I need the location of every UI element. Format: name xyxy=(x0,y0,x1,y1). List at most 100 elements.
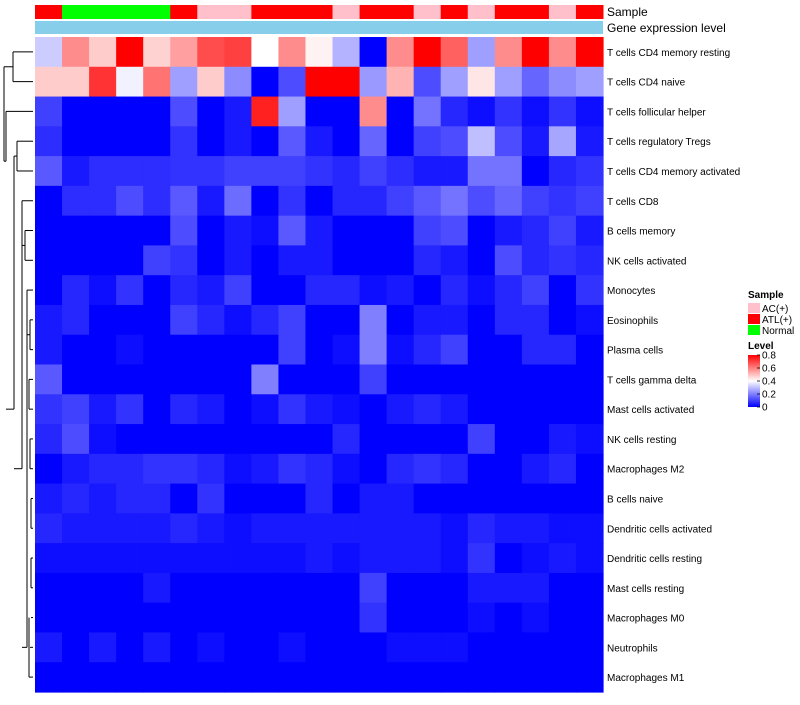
heatmap-cell xyxy=(278,632,307,663)
row-label: NK cells resting xyxy=(607,435,676,446)
heatmap-cell xyxy=(224,245,252,276)
heatmap-cell xyxy=(440,126,469,157)
heatmap-cell xyxy=(386,543,415,574)
heatmap-cell xyxy=(197,156,225,187)
sample-annotation-cell xyxy=(35,5,63,19)
heatmap-cell xyxy=(278,66,307,98)
heatmap-cell xyxy=(359,662,388,693)
legend-level-ticks: 0.8 0.6 0.4 0.2 0 xyxy=(757,351,776,414)
legend-swatch xyxy=(748,325,760,335)
heatmap-cell xyxy=(35,453,63,485)
row-label: B cells memory xyxy=(607,227,675,238)
heatmap-cell xyxy=(62,126,90,157)
heatmap-cell xyxy=(575,126,604,157)
heatmap-cell xyxy=(413,572,442,604)
heatmap-cell xyxy=(359,275,388,306)
heatmap-cell xyxy=(521,96,550,127)
heatmap-cell xyxy=(440,334,469,366)
heatmap-cell xyxy=(467,632,496,663)
heatmap-cell xyxy=(386,513,415,544)
heatmap-cell xyxy=(494,572,523,604)
heatmap-cell xyxy=(35,662,63,693)
heatmap-cell xyxy=(332,543,361,574)
heatmap-cell xyxy=(170,572,198,604)
heatmap-cell xyxy=(89,66,117,98)
heatmap-cell xyxy=(332,334,361,366)
heatmap-cell xyxy=(116,156,144,187)
heatmap-cell xyxy=(413,424,442,455)
heatmap-cell xyxy=(359,483,388,514)
heatmap-cell xyxy=(278,275,307,306)
heatmap-cell xyxy=(62,215,90,247)
heatmap-cell xyxy=(251,513,280,544)
heatmap-cell xyxy=(251,126,280,157)
heatmap-cell xyxy=(386,96,415,127)
heatmap-cell xyxy=(170,156,198,187)
heatmap-cell xyxy=(35,275,63,306)
heatmap-cell xyxy=(224,304,252,336)
heatmap-cell xyxy=(521,364,550,395)
heatmap-cell xyxy=(440,364,469,395)
heatmap-cell xyxy=(197,275,225,306)
sample-annotation-cell xyxy=(143,5,171,19)
heatmap-cell xyxy=(35,96,63,127)
heatmap-cell xyxy=(89,662,117,693)
heatmap-cell xyxy=(224,364,252,395)
heatmap-cell xyxy=(359,185,388,217)
sample-annotation-cell xyxy=(494,5,523,19)
sample-annotation-cell xyxy=(521,5,550,19)
heatmap-cell xyxy=(575,394,604,425)
heatmap-cell xyxy=(143,662,171,693)
heatmap-cell xyxy=(521,424,550,455)
heatmap-cell xyxy=(89,215,117,247)
heatmap-cell xyxy=(89,334,117,366)
heatmap-cell xyxy=(143,304,171,336)
heatmap-cell xyxy=(224,424,252,455)
sample-annotation-cell xyxy=(467,5,496,19)
heatmap-cell xyxy=(251,483,280,514)
heatmap-cell xyxy=(278,424,307,455)
heatmap-cell xyxy=(359,304,388,336)
heatmap-cell xyxy=(224,453,252,485)
heatmap-cell xyxy=(521,185,550,217)
heatmap-cell xyxy=(89,572,117,604)
heatmap-cell xyxy=(440,543,469,574)
heatmap-cell xyxy=(494,66,523,98)
heatmap-cell xyxy=(116,96,144,127)
heatmap-cell xyxy=(467,424,496,455)
heatmap-cell xyxy=(62,185,90,217)
heatmap-cell xyxy=(359,543,388,574)
heatmap-cell xyxy=(386,572,415,604)
heatmap-cell xyxy=(278,483,307,514)
heatmap-cell xyxy=(359,66,388,98)
heatmap-cell xyxy=(494,602,523,634)
heatmap-cell xyxy=(332,394,361,425)
heatmap-cell xyxy=(170,334,198,366)
heatmap-cell xyxy=(305,543,334,574)
heatmap-cell xyxy=(170,37,198,68)
heatmap-cell xyxy=(251,424,280,455)
legend-label: ATL(+) xyxy=(762,315,792,326)
heatmap-cell xyxy=(143,513,171,544)
heatmap-cell xyxy=(224,662,252,693)
heatmap-cell xyxy=(548,126,577,157)
heatmap-cell xyxy=(305,424,334,455)
heatmap-cell xyxy=(197,364,225,395)
heatmap-cell xyxy=(359,632,388,663)
heatmap-cell xyxy=(143,632,171,663)
row-label: Macrophages M1 xyxy=(607,673,685,684)
heatmap-cell xyxy=(548,304,577,336)
heatmap-cell xyxy=(143,37,171,68)
heatmap-cell xyxy=(62,632,90,663)
heatmap-cell xyxy=(278,126,307,157)
heatmap-cell xyxy=(440,602,469,634)
sample-annotation-cell xyxy=(305,5,334,19)
heatmap-cell xyxy=(197,66,225,98)
heatmap-cell xyxy=(143,572,171,604)
heatmap-cell xyxy=(521,156,550,187)
heatmap-cell xyxy=(386,66,415,98)
heatmap-cell xyxy=(467,662,496,693)
heatmap-cell xyxy=(197,37,225,68)
heatmap-cell xyxy=(359,453,388,485)
heatmap-cell xyxy=(548,96,577,127)
